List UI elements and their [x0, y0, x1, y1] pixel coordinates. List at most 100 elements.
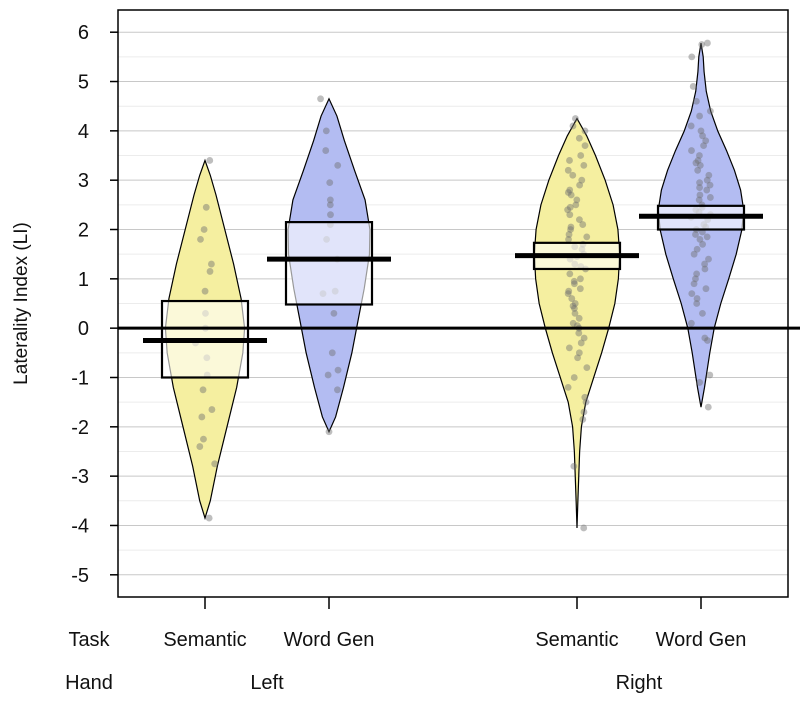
data-point: [569, 171, 577, 179]
data-point: [704, 337, 711, 344]
row-label-hand: Hand: [65, 672, 113, 694]
hand-label: Right: [616, 672, 663, 694]
data-point: [570, 374, 578, 381]
y-tick-label: -4: [71, 515, 89, 537]
data-point: [201, 287, 209, 295]
data-point: [692, 159, 700, 167]
data-point: [690, 250, 698, 258]
beans: [164, 42, 745, 528]
data-point: [579, 416, 587, 423]
data-point: [577, 152, 585, 159]
data-point: [566, 186, 574, 194]
data-point: [572, 201, 580, 209]
data-point: [580, 408, 588, 416]
data-point: [567, 223, 575, 231]
data-point: [571, 309, 579, 317]
data-point: [696, 112, 703, 120]
data-point: [696, 179, 703, 187]
data-point: [706, 194, 714, 201]
data-point: [696, 152, 703, 159]
data-point: [692, 97, 700, 105]
data-point: [569, 122, 577, 130]
data-point: [701, 334, 709, 342]
data-point: [325, 428, 333, 436]
data-point: [566, 157, 573, 164]
data-point: [565, 231, 573, 238]
data-point: [574, 354, 581, 362]
data-point: [575, 349, 583, 357]
data-point: [687, 122, 695, 130]
hdi-box: [284, 221, 374, 306]
data-point: [579, 221, 587, 228]
y-tick-label: 1: [78, 269, 89, 291]
data-point: [570, 462, 578, 470]
data-point: [569, 302, 577, 310]
data-point: [197, 235, 204, 243]
data-point: [582, 398, 590, 406]
row-label-task: Task: [68, 629, 110, 651]
data-point: [566, 270, 574, 278]
data-point: [570, 277, 578, 285]
data-point: [703, 186, 711, 194]
data-point: [334, 366, 342, 374]
data-point: [200, 226, 208, 233]
data-point: [567, 226, 574, 233]
data-point: [575, 134, 583, 142]
data-point: [694, 157, 702, 164]
data-point: [206, 157, 214, 164]
data-point: [706, 371, 714, 379]
data-point: [580, 161, 588, 169]
data-point: [702, 137, 710, 145]
data-point: [688, 290, 696, 298]
data-point: [568, 295, 576, 302]
data-point: [572, 115, 579, 122]
data-point: [326, 179, 334, 187]
data-point: [211, 460, 219, 468]
data-point: [565, 344, 573, 352]
data-point: [706, 107, 714, 115]
data-point: [570, 305, 578, 312]
data-point: [698, 41, 706, 48]
data-point: [699, 240, 707, 248]
data-point: [334, 161, 342, 169]
data-point: [564, 206, 572, 214]
y-tick-label: -3: [71, 466, 89, 488]
data-point: [577, 275, 584, 283]
bean-semantic: [533, 117, 621, 528]
data-point: [697, 127, 705, 135]
data-point: [322, 147, 330, 154]
task-label: Word Gen: [656, 629, 747, 651]
data-point: [573, 196, 581, 204]
y-tick-label: 2: [78, 220, 89, 242]
data-point: [692, 231, 699, 238]
data-point: [334, 386, 341, 394]
data-point: [696, 235, 704, 243]
raw-points: [192, 39, 714, 532]
data-point: [324, 371, 332, 379]
data-point: [196, 443, 204, 450]
data-point: [565, 235, 572, 243]
data-point: [580, 334, 588, 342]
data-point: [699, 309, 706, 317]
data-point: [570, 280, 578, 288]
data-point: [326, 201, 334, 209]
data-point: [581, 393, 589, 401]
y-tick-label: 4: [78, 121, 89, 143]
data-point: [689, 83, 697, 90]
data-point: [700, 142, 707, 150]
data-point: [578, 176, 586, 184]
data-point: [687, 319, 695, 327]
y-tick-label: 6: [78, 22, 89, 44]
y-tick-label: 5: [78, 72, 89, 94]
data-point: [328, 349, 336, 357]
data-point: [564, 189, 572, 196]
data-point: [575, 329, 583, 337]
data-point: [566, 211, 574, 219]
data-point: [206, 268, 214, 275]
data-point: [199, 386, 207, 394]
data-point: [571, 300, 579, 307]
data-point: [581, 142, 589, 150]
y-tick-label: 3: [78, 170, 89, 192]
y-axis-title: Laterality Index (LI): [11, 222, 32, 385]
